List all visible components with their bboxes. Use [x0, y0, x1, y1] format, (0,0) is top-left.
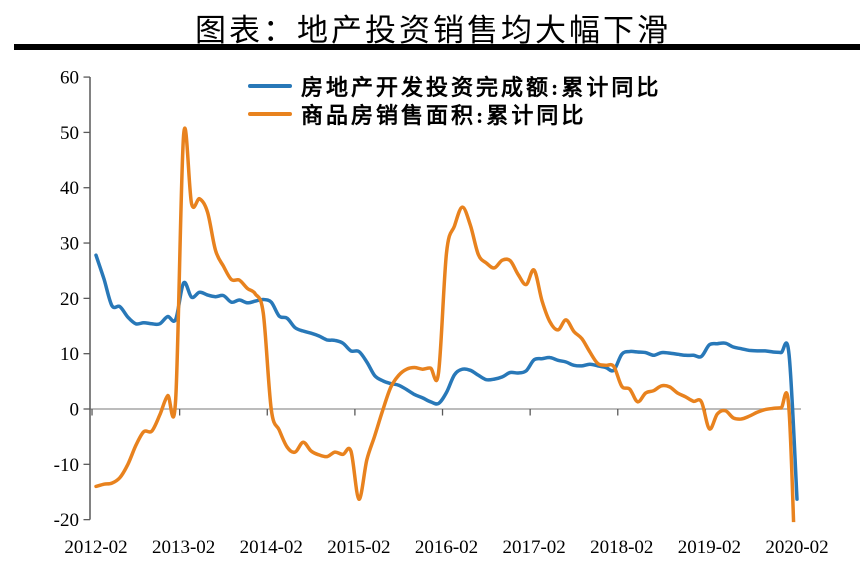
y-tick-label: 10 [60, 344, 79, 365]
x-tick-label: 2012-02 [64, 537, 127, 558]
legend-label-sales: 商品房销售面积:累计同比 [301, 103, 587, 128]
x-tick-label: 2015-02 [327, 537, 390, 558]
chart-legend: 房地产开发投资完成额:累计同比 商品房销售面积:累计同比 [248, 72, 661, 128]
legend-item-sales: 商品房销售面积:累计同比 [248, 100, 661, 128]
y-tick-label: 30 [60, 234, 79, 255]
y-tick-label: 20 [60, 289, 79, 310]
investment-line [94, 253, 799, 501]
title-rule [14, 44, 860, 50]
x-tick-label: 2014-02 [240, 537, 303, 558]
legend-label-investment: 房地产开发投资完成额:累计同比 [301, 75, 662, 100]
x-tick-label: 2019-02 [678, 537, 741, 558]
y-tick-label: -10 [54, 455, 79, 476]
y-tick-label: 40 [60, 178, 79, 199]
x-tick-label: 2020-02 [765, 537, 828, 558]
y-tick-label: -20 [54, 510, 79, 531]
y-tick-label: 60 [60, 68, 79, 89]
legend-line-sample-investment [248, 84, 292, 88]
chart-title: 图表：地产投资销售均大幅下滑 [195, 13, 671, 48]
y-tick-label: 0 [70, 400, 80, 421]
sales-line [94, 126, 796, 523]
x-tick-label: 2018-02 [590, 537, 653, 558]
x-tick-label: 2013-02 [152, 537, 215, 558]
legend-item-investment: 房地产开发投资完成额:累计同比 [248, 72, 661, 100]
legend-line-sample-sales [248, 112, 292, 116]
x-tick-label: 2016-02 [415, 537, 478, 558]
x-tick-label: 2017-02 [502, 537, 565, 558]
y-tick-label: 50 [60, 123, 79, 144]
